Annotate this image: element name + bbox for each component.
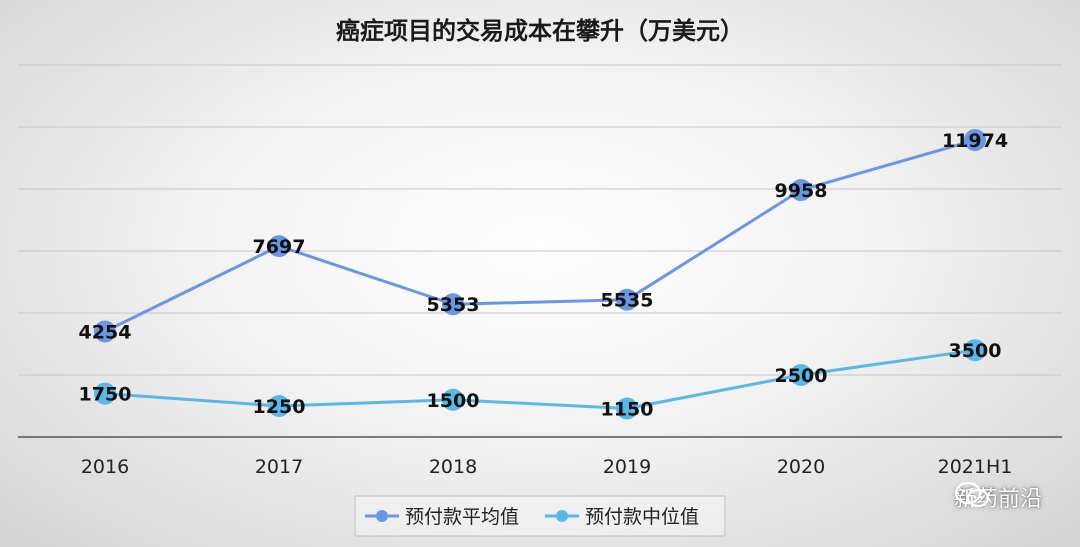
data-point — [790, 179, 812, 202]
data-label: 11974 — [942, 130, 1008, 152]
gridlines — [18, 64, 1062, 376]
data-label: 1150 — [601, 398, 654, 420]
wechat-icon — [954, 481, 990, 508]
x-axis: 2016 2017 2018 2019 2020 2021H1 — [18, 436, 1062, 478]
series-line — [104, 138, 976, 333]
legend: 预付款平均值 预付款中位值 — [354, 495, 726, 537]
data-point — [616, 397, 638, 420]
x-tick-label: 2019 — [603, 456, 651, 478]
x-tick-label: 2018 — [429, 456, 477, 478]
data-point — [268, 395, 290, 417]
x-tick-label: 2020 — [777, 456, 825, 478]
data-point — [964, 339, 986, 362]
data-label: 7697 — [253, 236, 306, 258]
legend-label: 预付款平均值 — [405, 506, 519, 528]
data-label: 1750 — [79, 384, 132, 406]
x-tick-label: 2017 — [255, 456, 303, 478]
data-point — [790, 364, 812, 386]
data-point — [616, 288, 638, 311]
data-label: 1250 — [253, 396, 306, 418]
data-label: 1500 — [427, 390, 480, 412]
data-labels: 4254 7697 5353 5535 9958 11974 1750 1250 1500 115… — [79, 130, 1009, 420]
data-label: 3500 — [949, 340, 1002, 362]
legend-swatch-marker — [376, 510, 388, 522]
data-point — [94, 382, 116, 405]
data-label: 9958 — [775, 180, 828, 202]
data-point — [94, 320, 116, 343]
data-label: 5353 — [427, 294, 480, 316]
legend-swatch-marker — [556, 510, 568, 522]
legend-box — [354, 495, 726, 537]
data-label: 5535 — [601, 290, 654, 312]
data-label: 2500 — [775, 365, 828, 387]
x-tick-label: 2016 — [81, 456, 129, 478]
data-point — [268, 235, 290, 258]
data-point — [964, 129, 986, 152]
series-layer — [94, 129, 986, 420]
chart-title: 癌症项目的交易成本在攀升（万美元） — [336, 17, 744, 45]
series-line — [104, 348, 976, 410]
data-label: 4254 — [79, 322, 132, 344]
data-point — [442, 388, 464, 411]
data-point — [442, 293, 464, 316]
x-tick-label: 2021H1 — [938, 456, 1013, 478]
watermark: 新药前沿 — [954, 481, 1042, 513]
legend-label: 预付款中位值 — [585, 506, 699, 528]
